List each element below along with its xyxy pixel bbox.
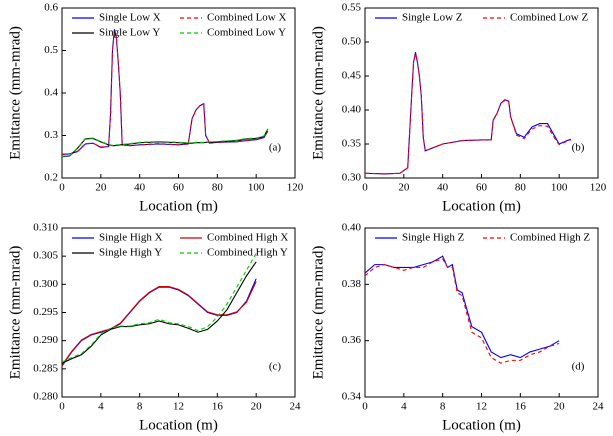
series-line xyxy=(364,258,560,364)
panel-annotation: (b) xyxy=(572,142,585,154)
y-tick-label: 0.50 xyxy=(342,36,362,48)
series-line xyxy=(61,278,257,367)
legend-label: Single High Y xyxy=(99,247,162,259)
x-tick-label: 20 xyxy=(95,182,107,194)
x-axis-label: Location (m) xyxy=(442,417,521,433)
series-line xyxy=(61,29,269,156)
x-tick-label: 100 xyxy=(551,182,568,194)
legend-label: Combined Low X xyxy=(207,12,286,24)
y-tick-label: 0.295 xyxy=(33,306,58,318)
panel-annotation: (c) xyxy=(269,361,282,373)
x-tick-label: 80 xyxy=(212,182,224,194)
x-tick-label: 24 xyxy=(593,401,605,413)
y-axis-label: Emittance (mm-mrad) xyxy=(7,26,23,160)
x-tick-label: 0 xyxy=(59,401,65,413)
legend-label: Single High Z xyxy=(402,232,465,244)
series-line xyxy=(61,281,257,366)
x-tick-label: 8 xyxy=(440,401,446,413)
legend-label: Combined High Y xyxy=(207,247,288,259)
x-axis-label: Location (m) xyxy=(139,198,218,214)
legend-label: Combined Low Y xyxy=(207,27,286,39)
x-tick-label: 8 xyxy=(137,401,143,413)
x-tick-label: 16 xyxy=(212,401,224,413)
x-tick-label: 4 xyxy=(98,401,104,413)
y-tick-label: 0.290 xyxy=(33,334,58,346)
y-tick-label: 0.36 xyxy=(342,334,362,346)
x-tick-label: 0 xyxy=(59,182,65,194)
x-tick-label: 12 xyxy=(476,401,487,413)
x-tick-label: 4 xyxy=(401,401,407,413)
series-line xyxy=(364,52,572,175)
series-line xyxy=(61,253,257,363)
series-line xyxy=(61,261,257,364)
legend-label: Single Low Z xyxy=(402,12,463,24)
series-line xyxy=(61,29,269,155)
x-tick-label: 60 xyxy=(476,182,488,194)
y-tick-label: 0.30 xyxy=(342,172,362,184)
x-tick-label: 24 xyxy=(290,401,302,413)
y-tick-label: 0.34 xyxy=(342,391,362,403)
y-tick-label: 0.310 xyxy=(33,222,58,234)
plot-frame xyxy=(364,227,599,398)
y-tick-label: 0.40 xyxy=(342,222,362,234)
y-axis-label: Emittance (mm-mrad) xyxy=(310,246,326,380)
y-tick-label: 0.4 xyxy=(44,87,58,99)
series-line xyxy=(364,255,560,359)
x-tick-label: 20 xyxy=(251,401,263,413)
x-tick-label: 12 xyxy=(173,401,184,413)
legend-label: Single High X xyxy=(99,232,163,244)
x-tick-label: 60 xyxy=(173,182,185,194)
y-tick-label: 0.305 xyxy=(33,250,58,262)
legend-label: Single Low Y xyxy=(99,27,160,39)
x-tick-label: 80 xyxy=(515,182,527,194)
x-tick-label: 0 xyxy=(362,182,368,194)
x-tick-label: 120 xyxy=(287,182,304,194)
x-tick-label: 20 xyxy=(554,401,566,413)
series-line xyxy=(61,128,269,157)
y-tick-label: 0.55 xyxy=(342,2,362,14)
y-tick-label: 0.40 xyxy=(342,104,362,116)
y-axis-label: Emittance (mm-mrad) xyxy=(310,26,326,160)
panel-annotation: (a) xyxy=(269,142,282,154)
y-tick-label: 0.3 xyxy=(44,129,58,141)
legend-label: Combined Low Z xyxy=(510,12,588,24)
y-tick-label: 0.45 xyxy=(342,70,362,82)
legend-label: Single Low X xyxy=(99,12,161,24)
legend-label: Combined High X xyxy=(207,232,288,244)
x-tick-label: 120 xyxy=(590,182,607,194)
series-line xyxy=(364,53,572,175)
y-tick-label: 0.285 xyxy=(33,362,58,374)
panel-annotation: (d) xyxy=(572,361,585,373)
x-tick-label: 0 xyxy=(362,401,368,413)
legend-label: Combined High Z xyxy=(510,232,590,244)
y-tick-label: 0.280 xyxy=(33,391,58,403)
y-tick-label: 0.5 xyxy=(44,44,58,56)
y-tick-label: 0.300 xyxy=(33,278,58,290)
x-tick-label: 16 xyxy=(515,401,527,413)
x-tick-label: 40 xyxy=(437,182,449,194)
y-tick-label: 0.35 xyxy=(342,138,362,150)
x-tick-label: 20 xyxy=(398,182,410,194)
x-axis-label: Location (m) xyxy=(442,198,521,214)
plot-frame xyxy=(364,7,599,179)
y-axis-label: Emittance (mm-mrad) xyxy=(7,246,23,380)
x-tick-label: 100 xyxy=(248,182,265,194)
x-tick-label: 40 xyxy=(134,182,146,194)
x-axis-label: Location (m) xyxy=(139,417,218,433)
y-tick-label: 0.38 xyxy=(342,278,362,290)
y-tick-label: 0.2 xyxy=(44,172,58,184)
y-tick-label: 0.6 xyxy=(44,2,58,14)
